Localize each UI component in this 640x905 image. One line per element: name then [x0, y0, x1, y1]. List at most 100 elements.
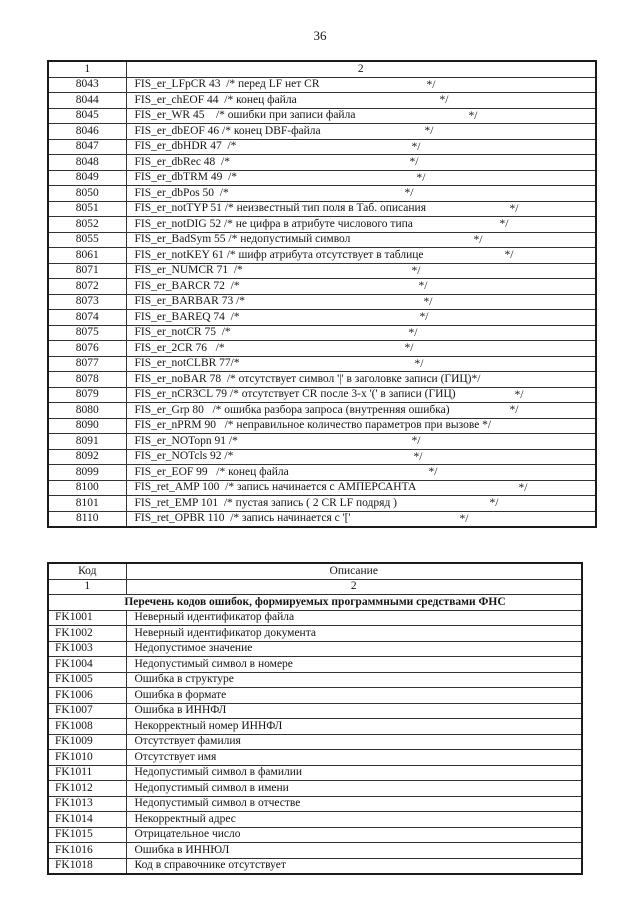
- table-row: 8091 FIS_er_NOTopn 91 /* */: [47, 433, 597, 450]
- column-header-1: 1: [47, 60, 127, 78]
- fns-error-codes-table: Код Описание 1 2 Перечень кодов ошибок, …: [47, 562, 583, 875]
- error-description-cell: Отсутствует фамилия: [125, 733, 583, 750]
- column-number-1: 1: [47, 578, 127, 595]
- error-description-cell: FIS_er_WR 45 /* ошибки при записи файла *…: [125, 107, 597, 124]
- comment-close: */: [473, 233, 483, 246]
- error-description-cell: Недопустимое значение: [125, 640, 583, 657]
- table-row: 8072 FIS_er_BARCR 72 /* */: [47, 278, 597, 295]
- error-description-cell: Некорректный номер ИННФЛ: [125, 718, 583, 735]
- error-text: FIS_er_WR 45 /* ошибки при записи файла: [134, 109, 356, 122]
- error-code-cell: FK1010: [47, 749, 127, 766]
- error-description-cell: FIS_er_nPRM 90 /* неправильное количеств…: [125, 417, 597, 434]
- comment-close: */: [411, 140, 421, 153]
- error-text: FIS_ret_AMP 100 /* запись начинается с А…: [134, 481, 417, 494]
- error-code-cell: 8046: [47, 123, 127, 140]
- error-code-cell: 8099: [47, 464, 127, 481]
- table-row: FK1010 Отсутствует имя: [47, 749, 583, 766]
- table-row: FK1004 Недопустимый символ в номере: [47, 656, 583, 673]
- fis-error-codes-table: 1 2 8043 FIS_er_LFpCR 43 /* перед LF нет …: [47, 60, 597, 528]
- error-description-cell: Ошибка в ИННФЛ: [125, 702, 583, 719]
- column-header-code: Код: [47, 562, 127, 580]
- table-row: FK1018 Код в справочнике отсутствует: [47, 857, 583, 875]
- comment-close: */: [459, 512, 469, 525]
- error-code-cell: 8051: [47, 200, 127, 217]
- table-row: FK1008 Некорректный номер ИННФЛ: [47, 718, 583, 735]
- table-row: FK1009 Отсутствует фамилия: [47, 733, 583, 750]
- error-code-cell: 8047: [47, 138, 127, 155]
- error-description-cell: FIS_er_dbHDR 47 /* */: [125, 138, 597, 155]
- comment-close: */: [416, 171, 426, 184]
- table-row: 8050 FIS_er_dbPos 50 /* */: [47, 185, 597, 202]
- error-code-cell: 8076: [47, 340, 127, 357]
- error-code-cell: 8049: [47, 169, 127, 186]
- error-description-cell: Недопустимый символ в фамилии: [125, 764, 583, 781]
- error-code-cell: FK1005: [47, 671, 127, 688]
- error-code-cell: 8048: [47, 154, 127, 171]
- error-code-cell: FK1013: [47, 795, 127, 812]
- error-text: FIS_er_dbRec 48 /*: [134, 155, 231, 168]
- error-description-cell: FIS_er_NOTcls 92 /* */: [125, 448, 597, 465]
- table-row: 8051 FIS_er_notTYP 51 /* неизвестный тип …: [47, 200, 597, 217]
- comment-close: */: [409, 156, 419, 168]
- error-description-cell: Некорректный адрес: [125, 811, 583, 828]
- error-description-cell: Недопустимый символ в отчестве: [125, 795, 583, 812]
- error-text: FIS_er_NOTcls 92 /*: [134, 450, 234, 463]
- error-text: FIS_er_dbHDR 47 /*: [134, 140, 237, 153]
- error-code-cell: FK1003: [47, 640, 127, 657]
- error-description-cell: FIS_er_BAREQ 74 /* */: [125, 309, 597, 326]
- error-code-cell: 8061: [47, 247, 127, 264]
- error-text: FIS_er_BAREQ 74 /*: [134, 310, 240, 323]
- error-description-cell: FIS_er_BARBAR 73 /* */: [125, 293, 597, 310]
- error-text: FIS_er_notTYP 51 /* неизвестный тип поля…: [134, 202, 427, 215]
- error-code-cell: 8052: [47, 216, 127, 233]
- error-description-cell: FIS_er_dbRec 48 /* */: [125, 154, 597, 171]
- comment-close: */: [426, 78, 436, 91]
- table-row: 8055 FIS_er_BadSym 55 /* недопустимый сим…: [47, 231, 597, 248]
- table-row: 8077 FIS_er_notCLBR 77/* */: [47, 355, 597, 372]
- error-code-cell: FK1001: [47, 609, 127, 626]
- error-description-cell: Ошибка в ИННЮЛ: [125, 842, 583, 859]
- error-code-cell: 8073: [47, 293, 127, 310]
- error-code-cell: 8072: [47, 278, 127, 295]
- table-subheader-row: 1 2: [47, 578, 583, 595]
- error-description-cell: FIS_er_NOTopn 91 /* */: [125, 433, 597, 450]
- table-row: FK1001 Неверный идентификатор файла: [47, 609, 583, 626]
- table-row: FK1012 Недопустимый символ в имени: [47, 780, 583, 797]
- error-code-cell: 8078: [47, 371, 127, 388]
- error-description-cell: Неверный идентификатор документа: [125, 625, 583, 642]
- error-code-cell: 8079: [47, 386, 127, 403]
- table-row: FK1005 Ошибка в структуре: [47, 671, 583, 688]
- comment-close: */: [408, 326, 418, 339]
- error-description-cell: FIS_er_dbTRM 49 /* */: [125, 169, 597, 186]
- error-code-cell: FK1018: [47, 857, 127, 875]
- error-code-cell: FK1015: [47, 826, 127, 843]
- table-row: 8073 FIS_er_BARBAR 73 /* */: [47, 293, 597, 310]
- table-row: FK1011 Недопустимый символ в фамилии: [47, 764, 583, 781]
- error-text: FIS_er_dbTRM 49 /*: [134, 171, 238, 184]
- error-description-cell: FIS_er_chEOF 44 /* конец файла */: [125, 92, 597, 109]
- error-description-cell: Отрицательное число: [125, 826, 583, 843]
- comment-close: */: [404, 342, 414, 354]
- error-code-cell: FK1004: [47, 656, 127, 673]
- error-text: FIS_er_notCR 75 /*: [134, 326, 231, 339]
- section-title: Перечень кодов ошибок, формируемых прогр…: [47, 594, 583, 611]
- error-description-cell: FIS_er_Grp 80 /* ошибка разбора запроса …: [125, 402, 597, 419]
- error-description-cell: Код в справочнике отсутствует: [125, 857, 583, 875]
- error-text: FIS_ret_EMP 101 /* пустая запись ( 2 CR …: [134, 496, 398, 509]
- comment-close: */: [404, 187, 414, 199]
- comment-close: */: [509, 404, 519, 416]
- error-code-cell: FK1009: [47, 733, 127, 750]
- table-row: FK1006 Ошибка в формате: [47, 687, 583, 704]
- error-text: FIS_er_chEOF 44 /* конец файла: [134, 93, 297, 106]
- table-header-row: 1 2: [47, 60, 597, 78]
- error-text: FIS_er_LFpCR 43 /* перед LF нет CR: [134, 78, 320, 91]
- table-row: 8052 FIS_er_notDIG 52 /* не цифра в атриб…: [47, 216, 597, 233]
- table-row: 8099 FIS_er_EOF 99 /* конец файла */: [47, 464, 597, 481]
- table-row: 8100 FIS_ret_AMP 100 /* запись начинается…: [47, 479, 597, 496]
- error-text: FIS_er_BadSym 55 /* недопустимый символ: [134, 233, 351, 246]
- error-description-cell: FIS_ret_AMP 100 /* запись начинается с А…: [125, 479, 597, 496]
- table-row: 8092 FIS_er_NOTcls 92 /* */: [47, 448, 597, 465]
- table-row: 8071 FIS_er_NUMCR 71 /* */: [47, 262, 597, 279]
- comment-close: */: [499, 218, 509, 230]
- comment-close: */: [413, 450, 423, 463]
